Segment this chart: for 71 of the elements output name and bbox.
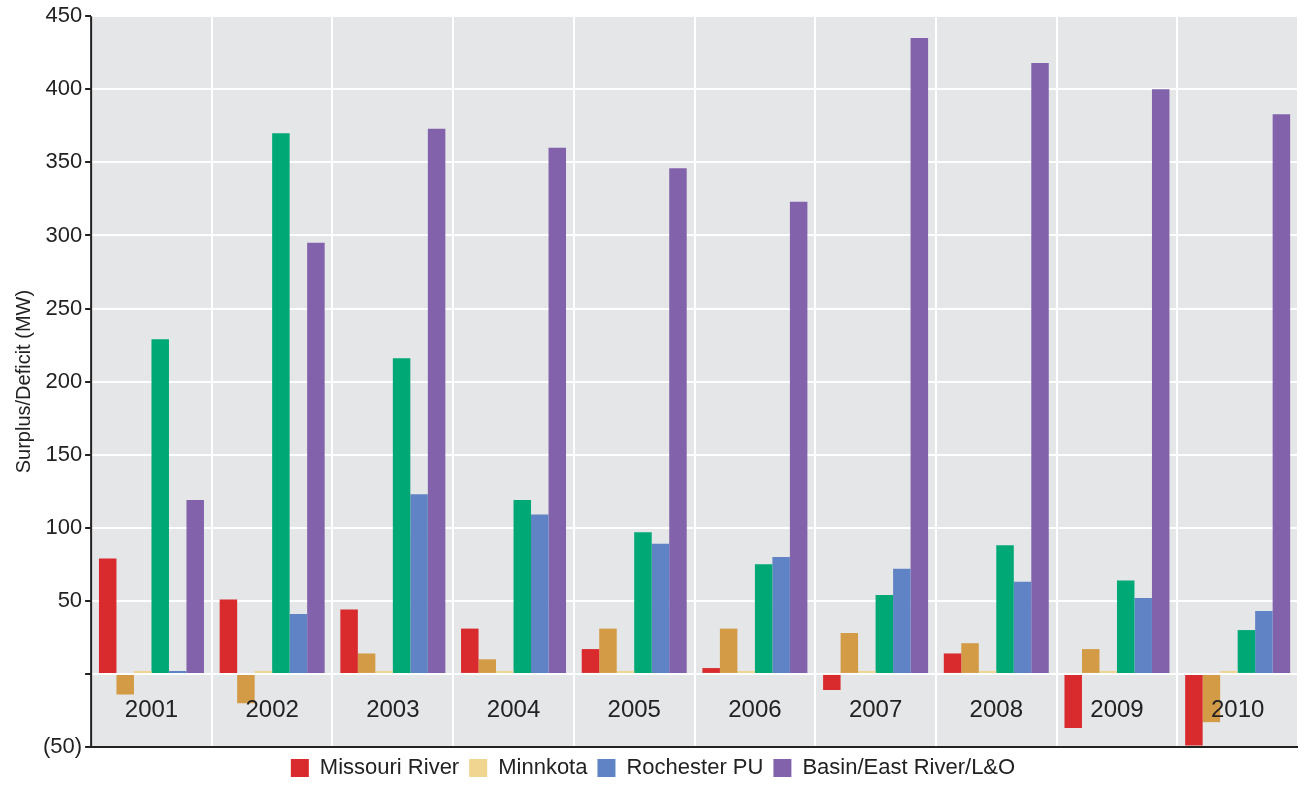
bar bbox=[1185, 674, 1203, 746]
bar bbox=[219, 599, 238, 673]
bar bbox=[478, 659, 497, 673]
bar bbox=[1151, 89, 1170, 673]
bar bbox=[840, 633, 859, 673]
bar bbox=[702, 668, 720, 673]
bar bbox=[1116, 580, 1135, 673]
x-tick-label: 2007 bbox=[848, 695, 903, 723]
y-tick-label: 100 bbox=[45, 513, 83, 539]
y-tick-label: 450 bbox=[45, 2, 83, 28]
bar bbox=[961, 643, 979, 673]
x-tick-label: 2002 bbox=[245, 695, 299, 723]
y-tick-label: 250 bbox=[45, 294, 83, 320]
bar bbox=[289, 613, 308, 673]
y-tick-label: 200 bbox=[45, 367, 83, 393]
bar bbox=[1013, 581, 1032, 673]
bar bbox=[823, 674, 841, 690]
bar bbox=[531, 514, 549, 673]
bar bbox=[307, 242, 325, 673]
bar bbox=[1064, 674, 1082, 728]
bar bbox=[581, 649, 600, 673]
y-tick-label: (50) bbox=[43, 733, 83, 759]
bar bbox=[1134, 597, 1152, 673]
legend-label: Minnkota bbox=[498, 754, 589, 780]
bar bbox=[789, 201, 808, 673]
bar bbox=[996, 545, 1014, 673]
x-tick-label: 2009 bbox=[1090, 695, 1144, 723]
bar bbox=[340, 609, 358, 673]
bar bbox=[513, 499, 532, 673]
bar bbox=[651, 543, 670, 673]
legend-label: Missouri River bbox=[319, 754, 460, 780]
bar bbox=[669, 168, 687, 673]
y-tick-label: 400 bbox=[45, 75, 83, 101]
bar bbox=[719, 628, 738, 673]
bar bbox=[875, 594, 894, 673]
bar bbox=[754, 564, 773, 673]
x-tick-label: 2001 bbox=[124, 695, 179, 723]
y-tick-label: 350 bbox=[45, 148, 83, 174]
bar bbox=[392, 358, 411, 673]
y-tick-label: 50 bbox=[57, 586, 83, 612]
bar bbox=[186, 499, 204, 673]
bar bbox=[772, 556, 790, 673]
bar bbox=[1272, 114, 1291, 673]
bar bbox=[1255, 611, 1273, 673]
bar bbox=[1237, 630, 1256, 673]
y-tick-label: 150 bbox=[45, 440, 83, 466]
bar bbox=[427, 128, 446, 673]
bar bbox=[116, 674, 134, 695]
bar bbox=[1081, 649, 1100, 673]
bar bbox=[910, 38, 929, 673]
bar bbox=[357, 653, 376, 673]
legend-label: Rochester PU bbox=[626, 754, 764, 780]
bar bbox=[599, 628, 617, 673]
bar bbox=[893, 568, 911, 673]
bar bbox=[1031, 62, 1049, 673]
bar bbox=[98, 558, 117, 673]
x-tick-label: 2004 bbox=[486, 695, 541, 723]
legend-label: Basin/East River/L&O bbox=[802, 754, 1016, 780]
bar bbox=[461, 628, 479, 673]
bar bbox=[410, 494, 428, 673]
x-tick-label: 2008 bbox=[969, 695, 1023, 723]
bar bbox=[151, 339, 169, 673]
bar bbox=[548, 147, 567, 673]
bar bbox=[634, 532, 652, 673]
y-tick-label: 300 bbox=[45, 221, 83, 247]
x-tick-label: 2006 bbox=[728, 695, 782, 723]
x-tick-label: 2003 bbox=[366, 695, 420, 723]
y-axis-title: Surplus/Deficit (MW) bbox=[11, 289, 34, 474]
bar bbox=[272, 133, 290, 673]
bar bbox=[943, 653, 962, 673]
x-tick-label: 2005 bbox=[607, 695, 661, 723]
